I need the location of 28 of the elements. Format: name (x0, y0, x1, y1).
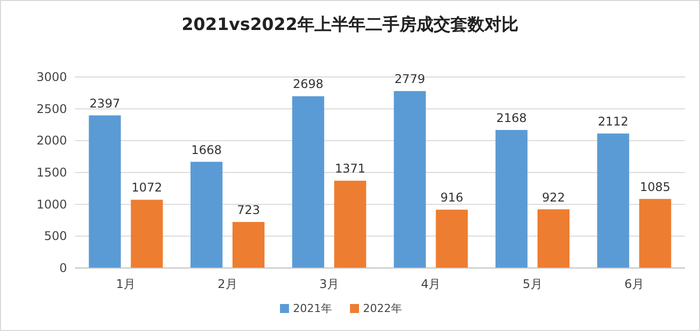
data-label: 2112 (598, 114, 628, 129)
y-tick-label: 2000 (36, 134, 67, 148)
data-label: 2168 (496, 110, 527, 125)
data-label: 1668 (191, 142, 222, 157)
data-label: 922 (542, 190, 565, 204)
x-tick-label: 2月 (218, 277, 238, 291)
data-label: 916 (440, 190, 464, 205)
data-label: 723 (237, 202, 260, 217)
data-label: 1072 (132, 180, 162, 195)
y-tick-label: 1000 (36, 197, 67, 212)
y-tick-label: 2500 (36, 102, 67, 116)
data-label: 2397 (90, 96, 120, 110)
data-label: 2779 (394, 72, 426, 86)
y-tick-label: 1500 (36, 166, 67, 180)
data-label: 1371 (334, 162, 366, 176)
data-label: 1085 (640, 180, 670, 194)
y-tick-label: 500 (44, 229, 67, 244)
x-tick-label: 5月 (522, 277, 542, 291)
title: 2021vs2022年上半年二手房成交套数对比 (182, 15, 518, 35)
legend-label: 2021年 (293, 302, 332, 315)
data-label: 2698 (292, 77, 324, 92)
x-tick-label: 3月 (319, 277, 339, 291)
y-tick-label: 3000 (36, 70, 67, 84)
x-tick-label: 4月 (421, 277, 441, 291)
x-tick-label: 1月 (116, 277, 136, 291)
legend-label: 2022年 (363, 302, 402, 315)
y-tick-label: 0 (59, 261, 67, 275)
x-tick-label: 6月 (624, 277, 644, 291)
